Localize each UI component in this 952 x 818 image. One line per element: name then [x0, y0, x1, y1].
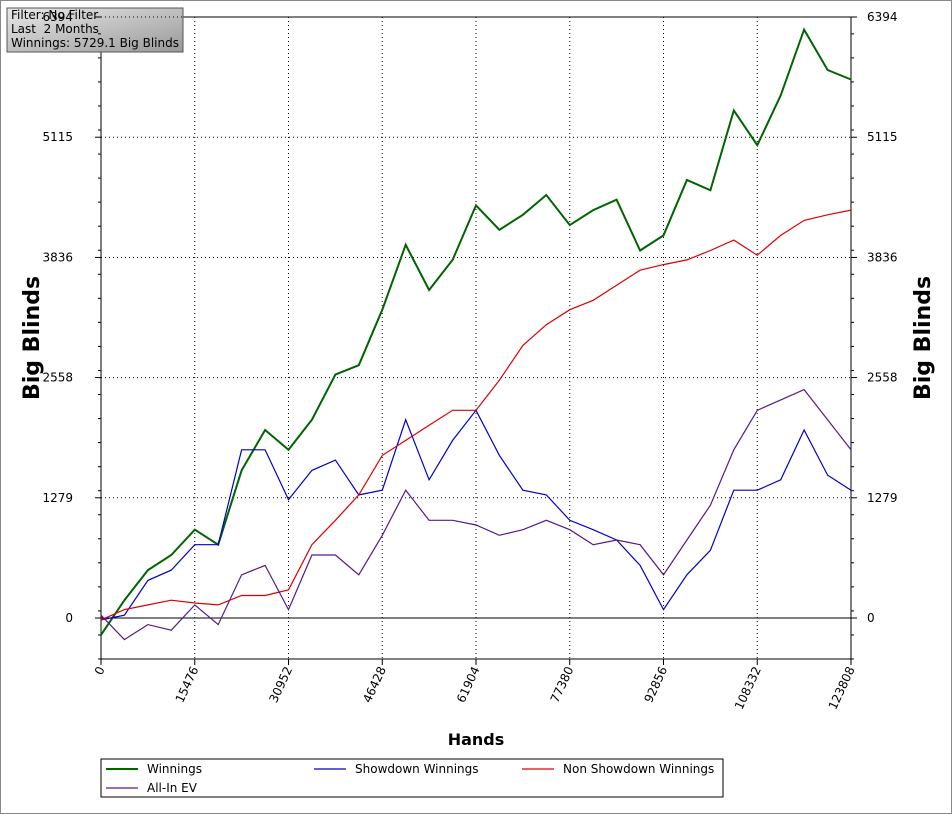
legend-label: All-In EV	[147, 781, 198, 795]
y2-tick-label: 3836	[867, 250, 898, 264]
plot-area	[100, 16, 852, 660]
legend-label: Showdown Winnings	[355, 762, 479, 776]
y2-tick-label: 6394	[867, 10, 898, 24]
y2-tick-label: 0	[867, 611, 875, 625]
y2-tick-label: 1279	[867, 491, 898, 505]
series-line	[100, 27, 852, 636]
y-tick-label: 3836	[42, 250, 73, 264]
series-line	[100, 388, 852, 641]
info-text: Winnings: 5729.1 Big Blinds	[11, 36, 179, 50]
y-axis-label: Big Blinds	[20, 276, 45, 400]
y-tick-label: 6394	[42, 10, 73, 24]
info-text: Filter: No Filter	[11, 8, 98, 22]
y2-axis-label: Big Blinds	[911, 276, 936, 400]
x-axis-label: Hands	[448, 730, 505, 749]
legend	[100, 758, 724, 798]
legend-label: Winnings	[147, 762, 202, 776]
info-box	[6, 7, 184, 53]
y2-tick-label: 2558	[867, 371, 898, 385]
info-text: Last 2 Months	[11, 22, 99, 36]
y-tick-label: 5115	[42, 130, 73, 144]
series-line	[100, 209, 852, 621]
y2-tick-label: 5115	[867, 130, 898, 144]
legend-label: Non Showdown Winnings	[563, 762, 714, 776]
y-tick-label: 1279	[42, 491, 73, 505]
y-tick-label: 0	[65, 611, 73, 625]
y-tick-label: 2558	[42, 371, 73, 385]
